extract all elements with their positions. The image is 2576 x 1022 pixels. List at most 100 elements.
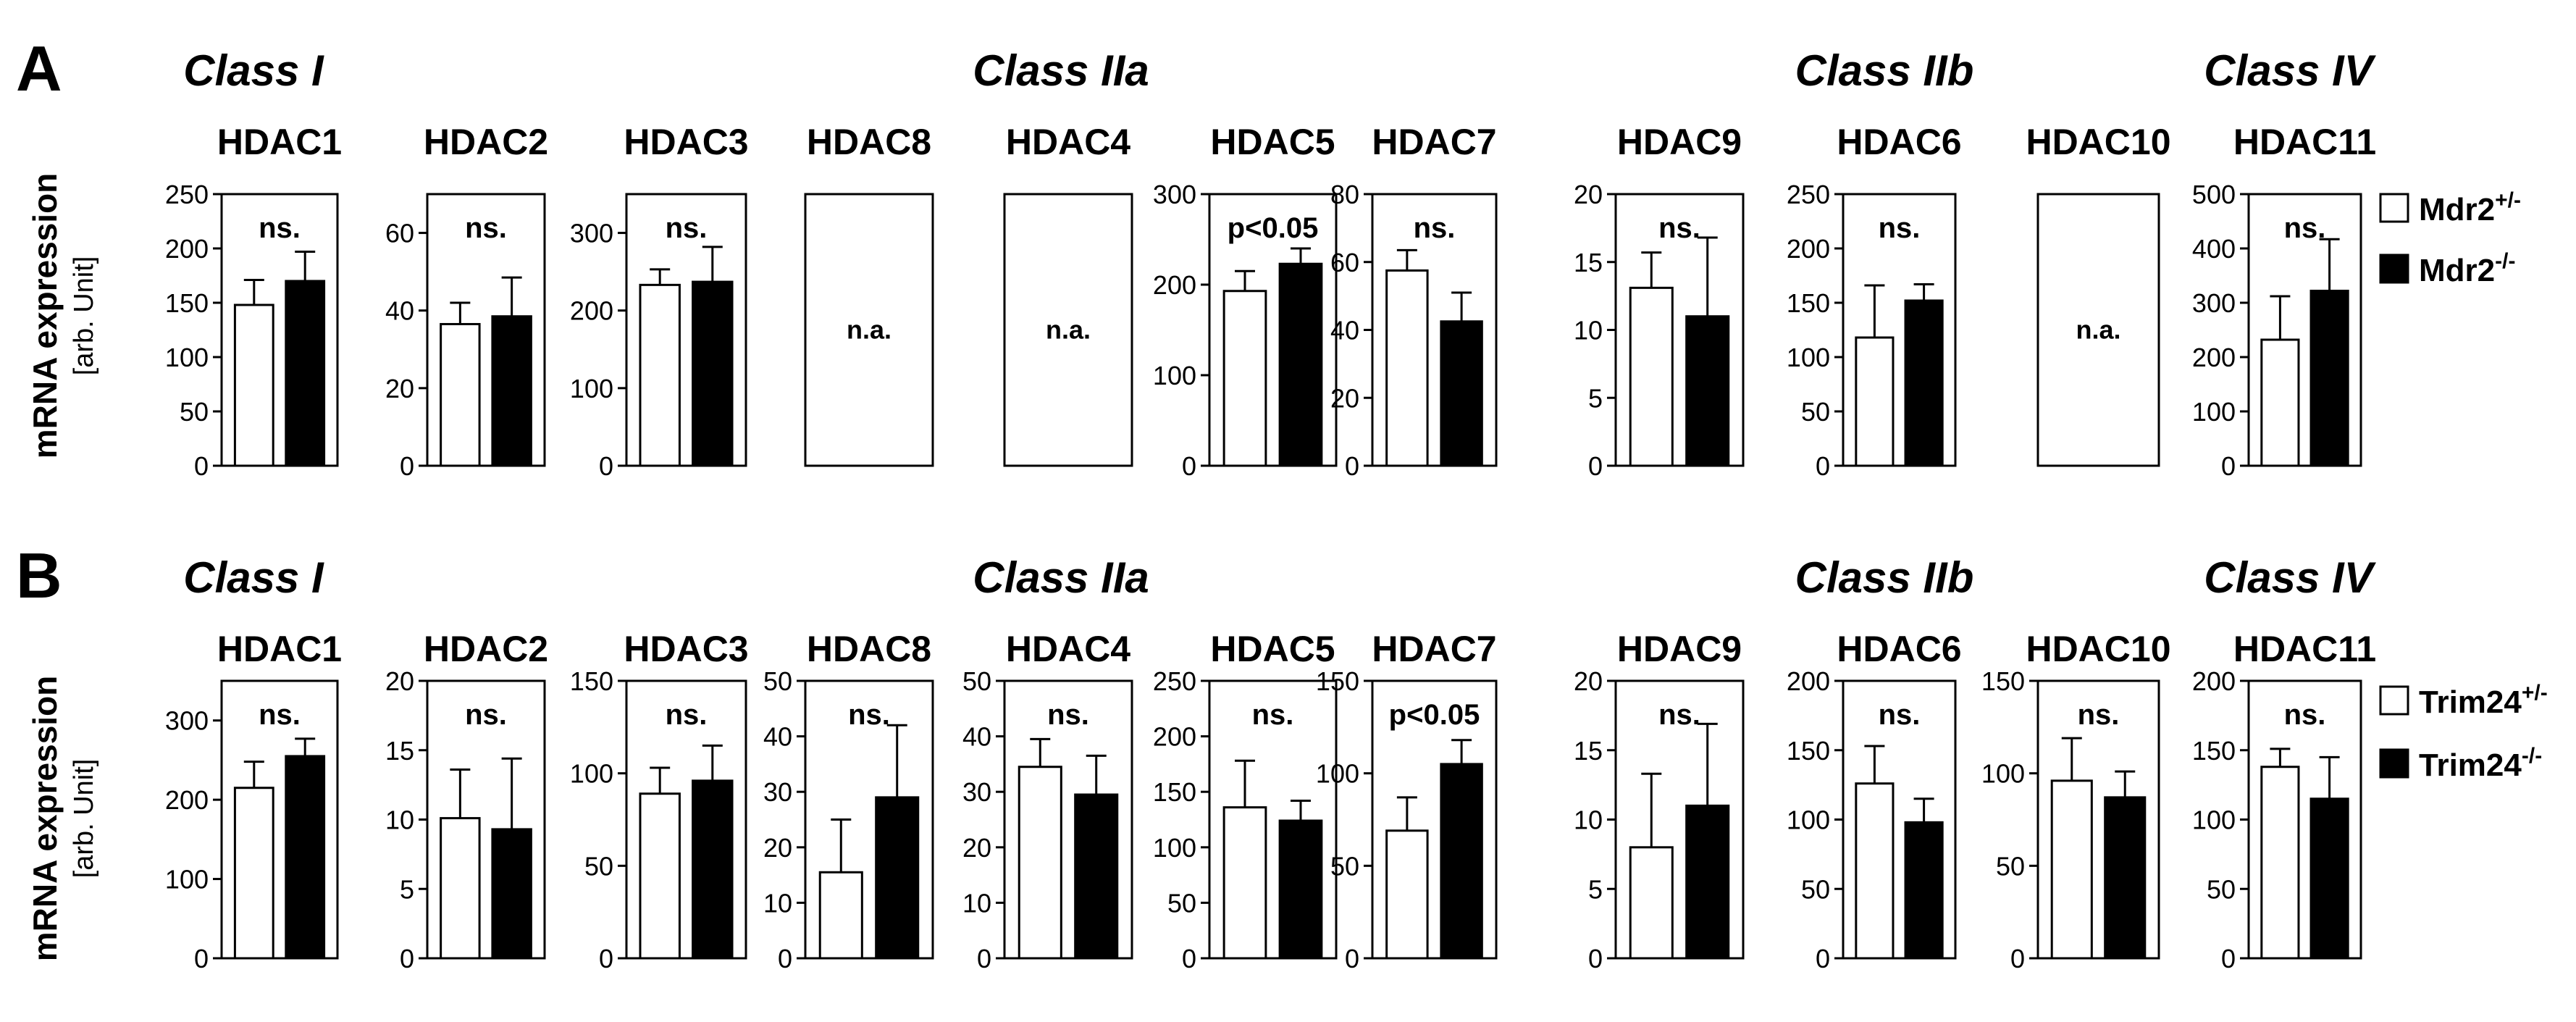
y-tick-label: 50 [584,851,613,881]
plot-frame [2036,679,2160,960]
y-tick-label: 100 [570,759,613,789]
y-tick-label: 20 [763,833,792,863]
significance-label: ns. [666,699,708,731]
y-tick-label: 50 [180,397,209,427]
bar-knockout [875,796,920,960]
y-tick-label: 200 [2192,666,2236,696]
bar-heterozygous [1222,290,1267,467]
plot-frame [1842,193,1957,467]
legend-label-sup: -/- [2495,249,2515,273]
bar-heterozygous [2050,779,2093,960]
chart-title: HDAC9 [1617,122,1742,162]
significance-label: ns. [259,699,301,731]
y-tick-label: 50 [1801,397,1830,427]
chart-hdac7: HDAC7 0 20 40 60 80 ns. [1330,122,1498,481]
significance-label: ns. [465,212,507,244]
chart-hdac11: HDAC11 0 50 100 150 200 ns. [2192,629,2376,973]
y-tick-label: 0 [1345,451,1359,481]
legend: Mdr2+/-Mdr2-/- [2379,188,2521,288]
class-header: Class I [183,46,324,95]
significance-label: ns. [2078,699,2120,731]
y-tick-label: 15 [385,736,414,766]
y-tick-label: 15 [1574,248,1603,277]
y-tick-label: 20 [385,666,414,696]
y-tick-label: 15 [1574,736,1603,766]
chart-hdac10: HDAC10 n.a. [2026,122,2171,467]
bar-heterozygous [440,322,481,467]
legend-swatch [2379,254,2409,284]
y-tick-label: 10 [962,888,991,918]
y-tick-label: 0 [977,944,991,973]
chart-title: HDAC11 [2233,122,2376,162]
plot-frame [426,193,546,467]
plot-frame [804,679,934,960]
y-tick-label: 80 [1330,180,1359,209]
na-label: n.a. [847,315,891,345]
na-label: n.a. [1046,315,1091,345]
chart-hdac5: HDAC5 0 100 200 300 p<0.05 [1153,122,1338,481]
y-tick-label: 0 [1182,944,1196,973]
bar-heterozygous [1222,806,1267,960]
plot-frame [1208,193,1338,467]
significance-label: ns. [1414,212,1456,244]
bar-knockout [1904,821,1944,960]
y-tick-label: 50 [763,666,792,696]
bar-knockout [1074,793,1119,960]
bar-heterozygous [1855,336,1895,467]
bar-heterozygous [1018,766,1062,960]
legend-label-base: Trim24 [2419,747,2522,783]
y-tick-label: 150 [570,666,613,696]
bar-heterozygous [639,283,681,467]
chart-title: HDAC2 [424,122,548,162]
bar-heterozygous [2260,766,2300,960]
y-tick-label: 300 [165,706,209,736]
chart-hdac9: HDAC9 0 5 10 15 20 ns. [1574,629,1745,973]
y-tick-label: 250 [1787,180,1830,209]
plot-frame [625,193,747,467]
bar-knockout [1278,262,1323,467]
chart-title: HDAC1 [217,122,342,162]
plot-frame [1371,679,1498,960]
y-tick-label: 5 [400,874,414,904]
y-tick-label: 200 [1787,234,1830,264]
y-tick-label: 100 [1153,361,1196,390]
legend-label-sup: +/- [2495,188,2521,212]
y-tick-label: 5 [1588,383,1603,413]
y-tick-label: 10 [385,805,414,835]
bar-heterozygous [1855,782,1895,960]
bar-heterozygous [1385,269,1429,467]
significance-label: p<0.05 [1389,699,1480,731]
y-tick-label: 0 [1345,944,1359,973]
y-tick-label: 100 [570,374,613,403]
y-tick-label: 20 [385,374,414,403]
y-tick-label: 50 [1330,851,1359,881]
chart-title: HDAC6 [1837,122,1961,162]
bar-knockout [692,280,734,467]
y-tick-label: 20 [1574,666,1603,696]
y-tick-label: 50 [1167,888,1196,918]
y-tick-label: 10 [763,888,792,918]
panel-a: A Class I Class IIa Class IIb Class IV mRNA e… [16,33,2521,481]
chart-hdac11: HDAC11 0 100 200 300 400 500 ns. [2192,122,2376,481]
y-tick-label: 0 [1182,451,1196,481]
y-tick-label: 0 [2221,451,2236,481]
chart-title: HDAC7 [1372,629,1496,669]
chart-hdac5: HDAC5 0 50 100 150 200 250 ns. [1153,629,1338,973]
chart-title: HDAC3 [624,122,748,162]
panel-letter: A [16,33,62,104]
y-tick-label: 30 [763,777,792,807]
significance-label: ns. [2284,212,2326,244]
y-tick-label: 150 [1153,777,1196,807]
chart-title: HDAC2 [424,629,548,669]
bar-knockout [491,315,532,467]
chart-title: HDAC10 [2026,122,2170,162]
y-tick-label: 0 [194,944,209,973]
y-tick-label: 60 [385,219,414,248]
y-tick-label: 100 [1981,759,2025,789]
y-tick-label: 100 [165,865,209,895]
plot-frame [625,679,747,960]
y-tick-label: 0 [2221,944,2236,973]
y-tick-label: 500 [2192,180,2236,209]
significance-label: ns. [1879,212,1921,244]
